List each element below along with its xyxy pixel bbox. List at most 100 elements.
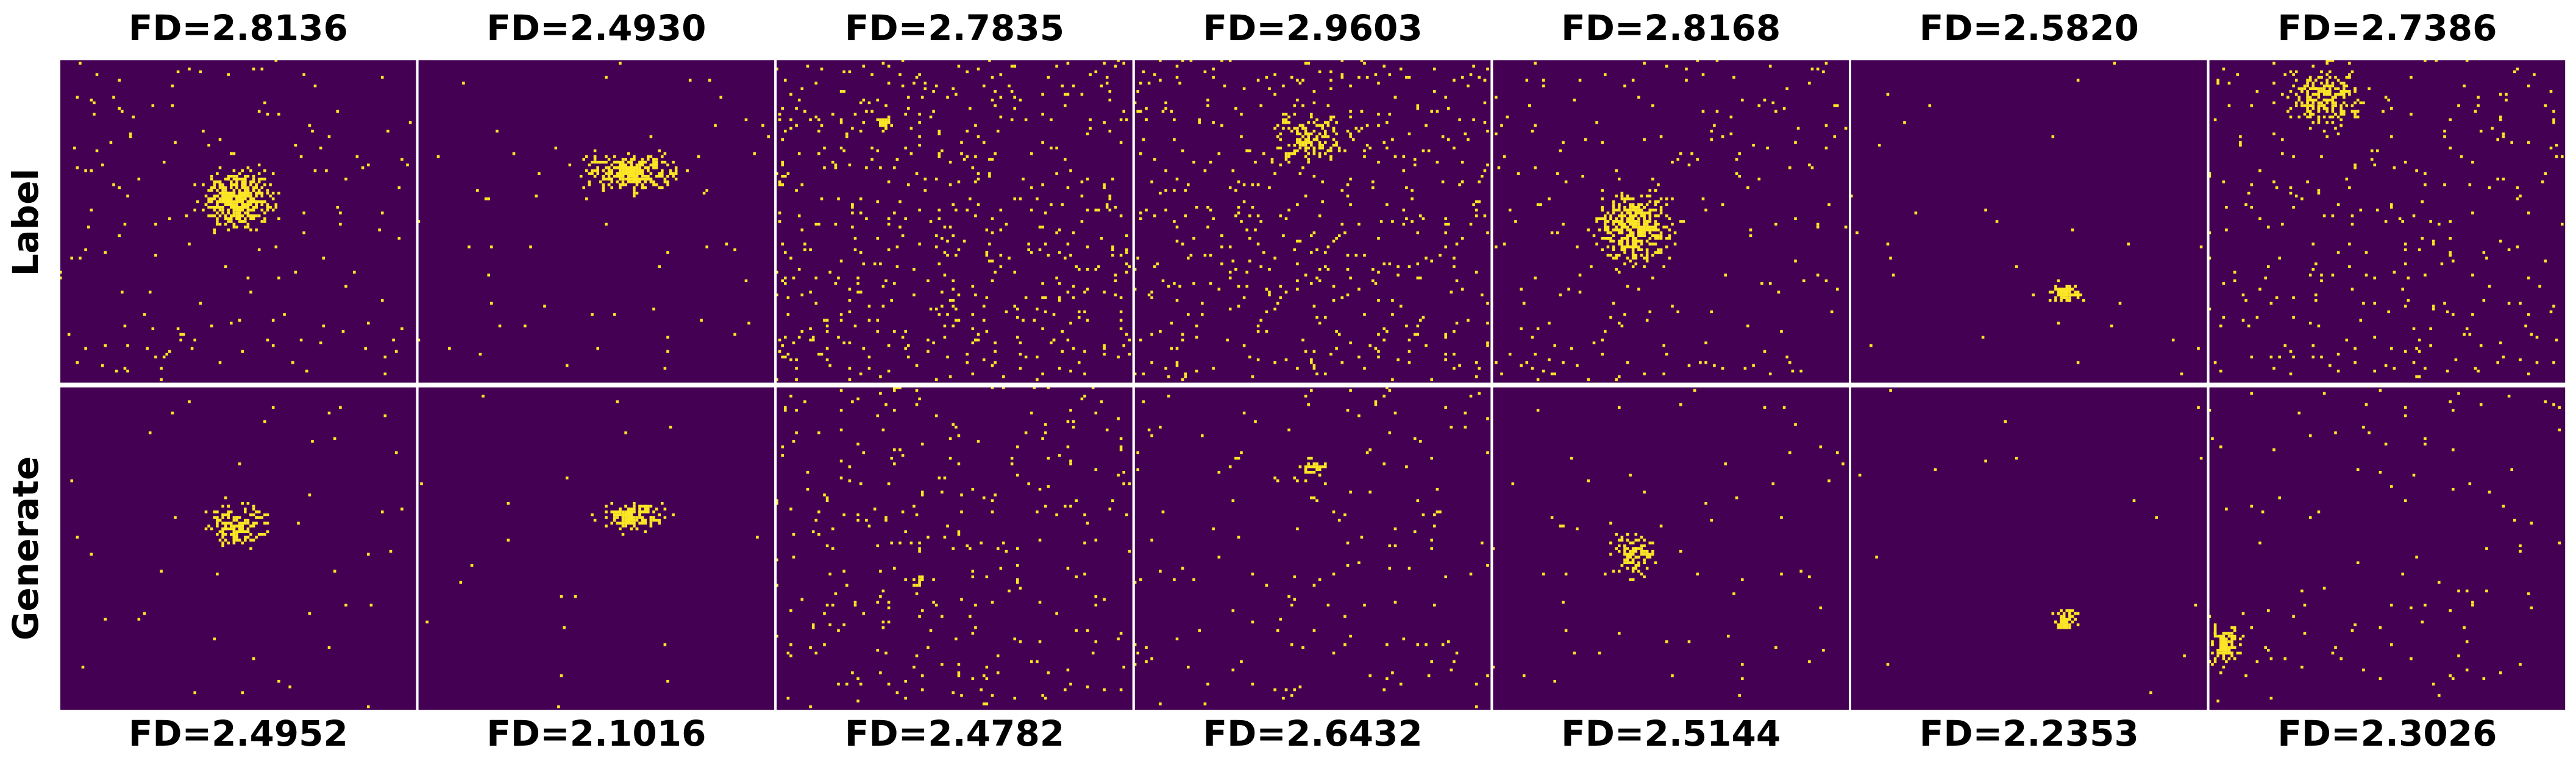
image-panel — [774, 385, 1135, 712]
pixel — [1701, 197, 1705, 200]
pixel — [246, 191, 250, 195]
pixel — [2345, 177, 2349, 181]
pixel — [1618, 570, 1621, 573]
pixel — [644, 518, 647, 522]
pixel — [1774, 646, 1777, 649]
pixel — [867, 355, 871, 359]
pixel — [2449, 118, 2452, 121]
pixel — [2289, 191, 2293, 195]
pixel — [1631, 578, 1635, 581]
pixel — [879, 124, 882, 127]
pixel — [400, 158, 404, 161]
pixel — [948, 437, 952, 440]
pixel — [955, 208, 958, 212]
pixel — [1844, 225, 1848, 229]
pixel — [1332, 129, 1336, 133]
pixel — [1119, 214, 1123, 217]
pixel — [610, 502, 613, 505]
pixel — [249, 291, 252, 294]
pixel — [856, 291, 859, 294]
pixel — [1444, 222, 1447, 226]
pixel — [602, 175, 605, 178]
pixel — [775, 293, 778, 297]
image-panel — [1490, 385, 1851, 712]
pixel — [1657, 214, 1660, 217]
pixel — [1315, 135, 1318, 138]
pixel — [831, 547, 834, 550]
pixel — [941, 305, 944, 308]
pixel — [1069, 169, 1072, 172]
pixel — [210, 189, 213, 192]
pixel — [1256, 242, 1260, 246]
pixel — [2068, 285, 2071, 288]
pixel — [971, 166, 975, 169]
pixel — [333, 437, 336, 440]
pixel — [468, 245, 471, 249]
pixel — [1220, 262, 1223, 266]
pixel — [244, 217, 247, 221]
pixel — [1284, 113, 1288, 116]
pixel — [1483, 101, 1487, 105]
pixel — [991, 386, 994, 389]
pixel — [1175, 364, 1179, 367]
pixel — [644, 507, 647, 511]
pixel — [1145, 660, 1148, 663]
pixel — [1699, 361, 1702, 364]
pixel — [1643, 234, 1646, 237]
pixel — [1145, 107, 1148, 110]
pixel — [341, 330, 345, 333]
pixel — [1475, 682, 1478, 686]
pixel — [633, 158, 636, 161]
pixel — [817, 118, 820, 121]
pixel — [2306, 84, 2309, 88]
pixel — [246, 521, 250, 525]
pixel — [920, 578, 924, 581]
pixel — [2289, 186, 2293, 189]
pixel — [235, 525, 238, 528]
pixel — [1374, 73, 1378, 76]
pixel — [641, 521, 644, 525]
pixel — [579, 175, 583, 178]
pixel — [1407, 361, 1411, 364]
pixel — [1184, 214, 1187, 217]
pixel — [1696, 59, 1699, 62]
pixel — [1360, 110, 1364, 113]
pixel — [1038, 539, 1042, 542]
pixel — [859, 372, 863, 376]
pixel — [616, 166, 619, 169]
pixel — [1337, 234, 1341, 237]
pixel — [1284, 158, 1288, 161]
pixel — [207, 144, 210, 147]
pixel — [2294, 194, 2298, 198]
pixel — [216, 572, 219, 576]
pixel — [1276, 135, 1279, 138]
pixel — [294, 144, 297, 147]
pixel — [806, 471, 809, 474]
pixel — [1618, 231, 1621, 235]
pixel — [1259, 104, 1262, 107]
pixel — [1405, 186, 1408, 189]
pixel — [1349, 135, 1352, 138]
pixel — [1069, 682, 1072, 686]
pixel — [1407, 338, 1411, 342]
pixel — [1405, 76, 1408, 79]
pixel — [2329, 93, 2332, 96]
pixel — [1340, 59, 1344, 62]
pixel — [2281, 93, 2284, 96]
pixel — [1458, 118, 1461, 121]
pixel — [260, 200, 264, 203]
pixel — [820, 124, 824, 127]
pixel — [591, 513, 594, 517]
pixel — [1810, 67, 1814, 71]
pixel — [1483, 121, 1487, 124]
pixel — [1064, 93, 1067, 96]
pixel — [244, 189, 247, 192]
pixel — [257, 200, 261, 203]
pixel — [1078, 310, 1081, 314]
pixel — [1643, 539, 1646, 542]
pixel — [1645, 567, 1649, 570]
pixel — [2343, 101, 2346, 105]
pixel — [218, 138, 222, 141]
pixel — [1128, 550, 1131, 553]
pixel — [344, 285, 347, 288]
